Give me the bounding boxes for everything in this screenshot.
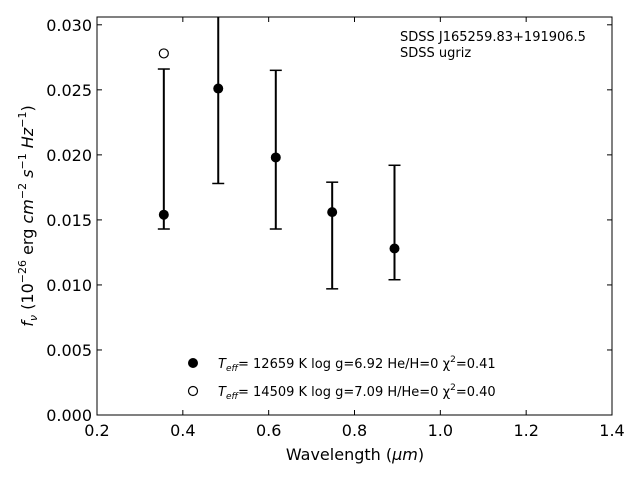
error-bars: [157, 17, 401, 290]
model-point-filled: [213, 83, 224, 94]
legend-entry-open: Teff= 14509 K log g=7.09 H/He=0 χ2=0.40: [218, 383, 496, 402]
x-tick-label: 0.6: [256, 421, 281, 440]
model-point-filled: [158, 209, 169, 220]
y-tick-label: 0.020: [46, 146, 92, 165]
x-axis-title: Wavelength (μm): [286, 445, 424, 464]
y-tick-label: 0.030: [46, 16, 92, 35]
x-tick-label: 1.0: [428, 421, 453, 440]
x-tick-label: 0.8: [342, 421, 367, 440]
model-point-filled: [327, 207, 338, 218]
legend-entry-filled: Teff= 12659 K log g=6.92 He/H=0 χ2=0.41: [218, 355, 496, 374]
x-axis-ticks: 0.2 0.4 0.6 0.8 1.0 1.2 1.4: [84, 17, 625, 440]
y-tick-label: 0.025: [46, 81, 92, 100]
x-tick-label: 1.2: [513, 421, 538, 440]
survey-label: SDSS ugriz: [400, 46, 471, 61]
y-tick-label: 0.005: [46, 341, 92, 360]
y-axis-ticks: 0.000 0.005 0.010 0.015 0.020 0.025 0.030: [46, 16, 612, 425]
model-point-open: [158, 48, 169, 59]
model-point-filled: [389, 243, 400, 254]
legend-marker-filled: [188, 358, 198, 368]
legend-marker-open: [187, 385, 199, 397]
plot-frame: [96, 16, 613, 416]
y-tick-label: 0.010: [46, 276, 92, 295]
x-tick-label: 0.2: [84, 421, 109, 440]
x-tick-label: 1.4: [599, 421, 624, 440]
y-axis-title: fν (10−26 erg cm−2 s−1 Hz−1): [16, 105, 40, 326]
object-name-label: SDSS J165259.83+191906.5: [400, 30, 586, 45]
x-tick-label: 0.4: [170, 421, 195, 440]
model-point-filled: [270, 152, 281, 163]
y-tick-label: 0.000: [46, 406, 92, 425]
data-markers: [158, 48, 400, 254]
y-tick-label: 0.015: [46, 211, 92, 230]
legend: Teff= 12659 K log g=6.92 He/H=0 χ2=0.41 …: [187, 355, 496, 402]
